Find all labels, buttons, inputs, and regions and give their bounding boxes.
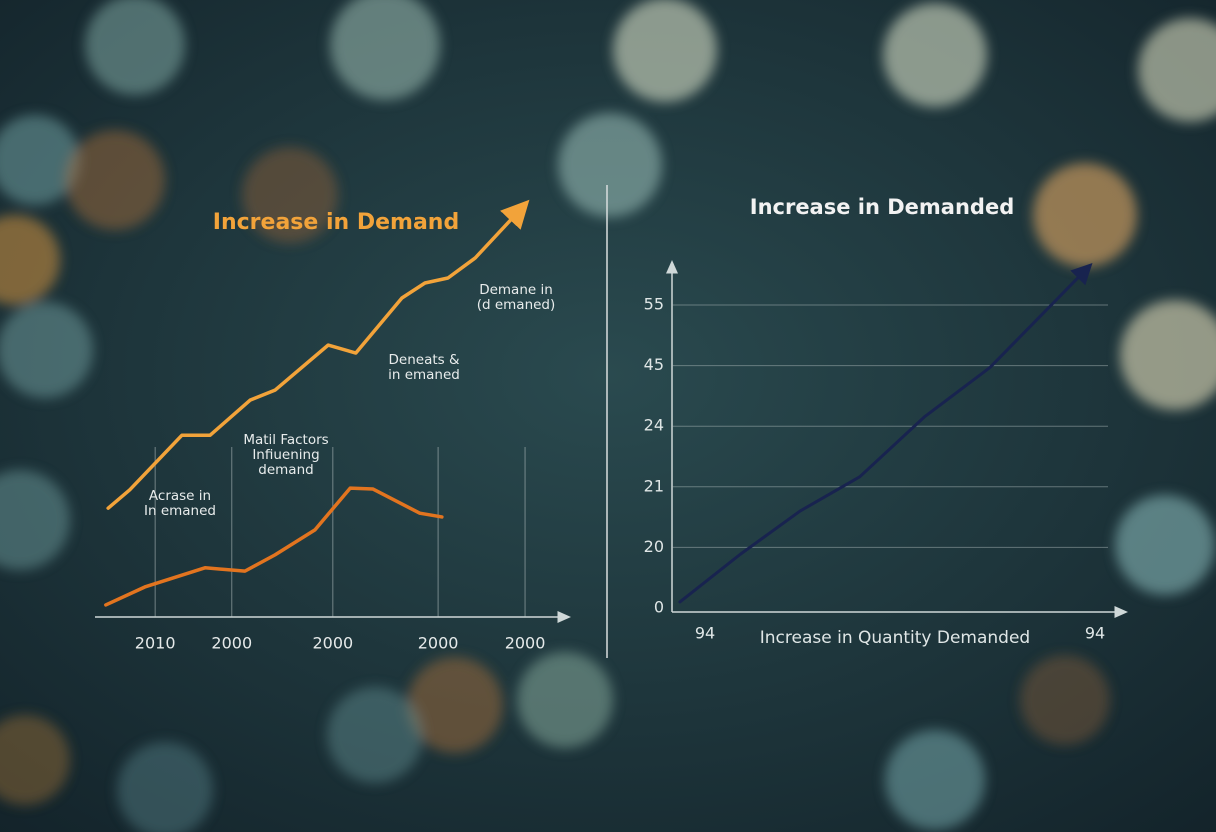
y-tick-label: 24: [644, 416, 664, 435]
annotation: Deneats &: [389, 352, 460, 368]
annotation: (d emaned): [477, 297, 556, 313]
x-tick-label: 2000: [505, 634, 546, 653]
x-axis-label: Increase in Quantity Demanded: [760, 628, 1030, 648]
chart-title: Increase in Demand: [213, 210, 459, 235]
x-tick-label: 2010: [135, 634, 176, 653]
x-tick-label: 94: [1085, 624, 1105, 643]
annotation: In emaned: [144, 503, 216, 519]
y-tick-label: 20: [644, 537, 664, 556]
annotation: demand: [258, 462, 313, 478]
annotation: Matil Factors: [243, 432, 328, 448]
x-tick-label: 2000: [312, 634, 353, 653]
y-tick-label: 21: [644, 476, 664, 495]
x-tick-label: 2000: [211, 634, 252, 653]
annotation: Acrase in: [149, 488, 211, 504]
y-tick-label: 45: [644, 355, 664, 374]
annotation: Demane in: [479, 282, 553, 298]
y-tick-label: 0: [654, 598, 664, 617]
annotation: in emaned: [388, 367, 460, 383]
chart-title: Increase in Demanded: [750, 195, 1014, 219]
line: [678, 262, 1093, 604]
annotation: Infiuening: [252, 447, 319, 463]
x-tick-label: 94: [695, 624, 715, 643]
line: [106, 199, 530, 510]
y-tick-label: 55: [644, 295, 664, 314]
line: [104, 486, 444, 607]
x-tick-label: 2000: [418, 634, 459, 653]
